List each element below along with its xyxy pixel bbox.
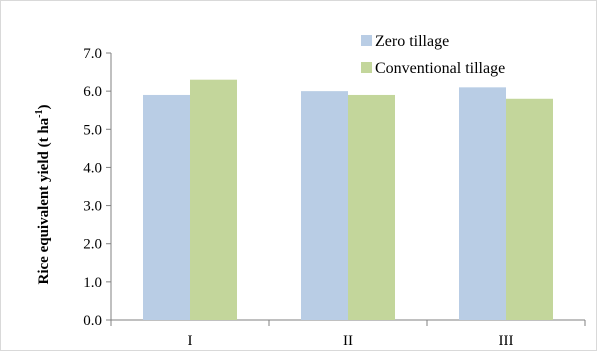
- y-axis-title-sup: -1: [34, 110, 45, 118]
- x-tick-label: III: [499, 333, 514, 349]
- x-tick-label: II: [343, 333, 353, 349]
- bar-conventional-tillage-i: [190, 79, 237, 320]
- y-tick-label: 6.0: [83, 84, 102, 100]
- y-tick-label: 1.0: [83, 275, 102, 291]
- y-tick-label: 2.0: [83, 237, 102, 253]
- x-axis: I II III: [110, 319, 586, 349]
- bar-zero-tillage-ii: [301, 91, 348, 321]
- legend-label: Zero tillage: [375, 33, 449, 50]
- bar-conventional-tillage-iii: [506, 98, 553, 321]
- bar-zero-tillage-i: [143, 94, 190, 320]
- legend: Zero tillage Conventional tillage: [361, 33, 505, 77]
- y-axis-title-close: ): [36, 105, 52, 110]
- legend-label: Conventional tillage: [375, 60, 505, 77]
- bar-zero-tillage-iii: [459, 87, 506, 320]
- y-tick-label: 0.0: [83, 313, 102, 329]
- bar-conventional-tillage-ii: [348, 94, 395, 320]
- legend-swatch: [361, 62, 372, 73]
- x-tick-label: I: [188, 333, 193, 349]
- y-tick-label: 5.0: [83, 122, 102, 138]
- y-tick-label: 7.0: [83, 46, 102, 62]
- legend-swatch: [361, 35, 372, 46]
- y-tick-label: 3.0: [83, 199, 102, 215]
- y-axis-title: Rice equivalent yield (t ha-1): [34, 105, 52, 285]
- bars: [143, 79, 553, 321]
- y-axis-title-main: Rice equivalent yield (t ha: [36, 117, 52, 284]
- y-tick-label: 4.0: [83, 160, 102, 176]
- y-axis: 0.0 1.0 2.0 3.0 4.0 5.0 6.0 7.0: [83, 46, 112, 329]
